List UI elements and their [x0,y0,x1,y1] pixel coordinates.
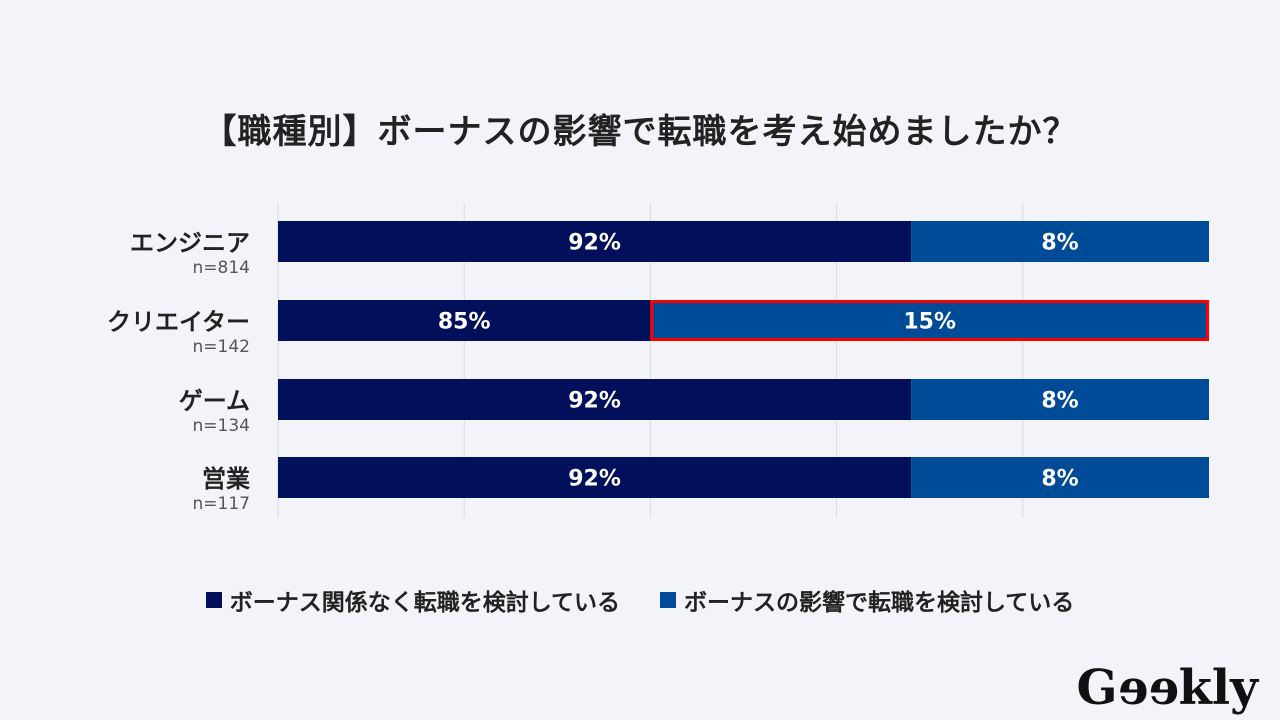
category-name: エンジニア [130,229,250,257]
category-label: クリエイター n=142 [107,302,250,357]
category-name: ゲーム [178,387,250,415]
legend-swatch [660,592,676,608]
data-label: 92% [568,389,621,414]
data-label: 92% [568,231,621,256]
bar-segment [911,221,1209,262]
sample-size: n=117 [192,494,250,514]
legend-label: ボーナスの影響で転職を検討している [684,590,1075,616]
category-name: クリエイター [106,308,250,336]
data-label: 8% [1041,231,1078,256]
bar-segment [911,379,1209,420]
category-label: エンジニア n=814 [130,223,250,278]
legend: ボーナス関係なく転職を検討している ボーナスの影響で転職を検討している [0,583,1280,617]
bar-segment [911,457,1209,498]
data-label: 15% [903,310,956,335]
sample-size: n=814 [192,258,250,278]
bar-segment [650,300,1209,341]
data-label: 92% [568,467,621,492]
data-label: 8% [1041,467,1078,492]
category-label: ゲーム n=134 [179,381,250,436]
geekly-logo: Geekly [1076,660,1258,716]
category-name: 営業 [202,465,250,493]
bar-segment [278,221,912,262]
sample-size: n=134 [192,416,250,436]
sample-size: n=142 [192,337,250,357]
chart-title: 【職種別】ボーナスの影響で転職を考え始めましたか？ [202,112,1078,152]
bar-segment [278,457,912,498]
legend-swatch [205,592,222,608]
bar-segment [278,379,912,420]
data-label: 8% [1041,389,1078,414]
legend-item-unaffected: ボーナス関係なく転職を検討している [205,583,620,617]
legend-item-affected: ボーナスの影響で転職を検討している [660,583,1074,617]
legend-label: ボーナス関係なく転職を検討している [229,590,620,616]
category-label: 営業 n=117 [193,459,250,514]
bar-segment [278,300,651,341]
highlight-box [650,300,1209,341]
data-label: 85% [438,310,491,335]
